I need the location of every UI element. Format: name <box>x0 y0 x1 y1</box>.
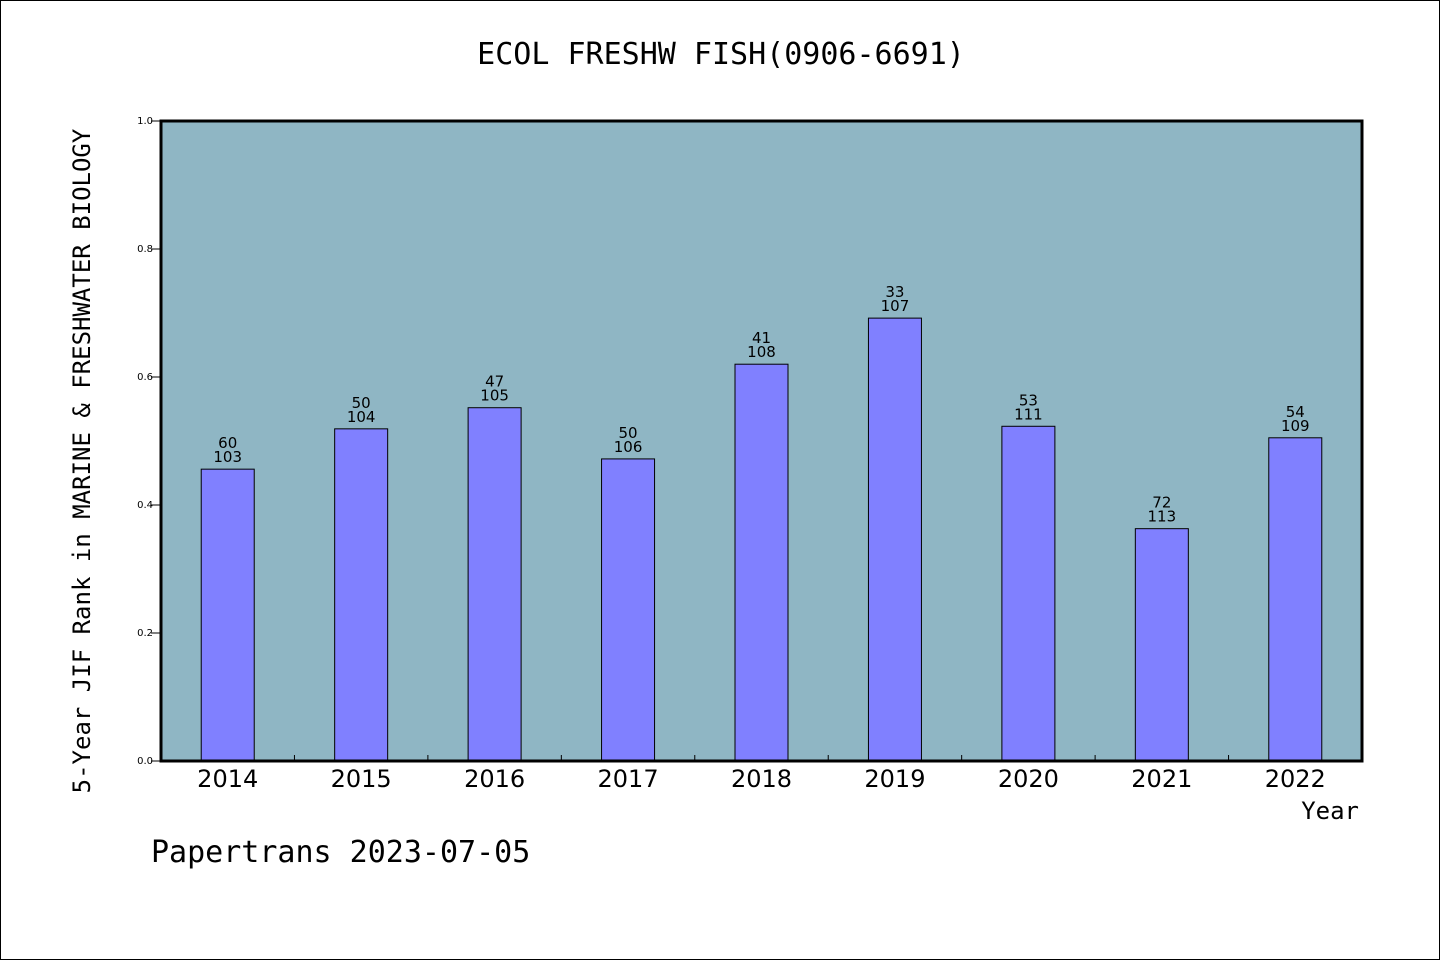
y-tick-label: 0.4 <box>137 500 153 511</box>
footer-credit: Papertrans 2023-07-05 <box>151 835 531 870</box>
bar-rank-label: 53 <box>1019 391 1038 409</box>
y-tick-label: 0.2 <box>137 628 153 639</box>
y-tick-label: 0.6 <box>137 372 153 383</box>
bar-total-label: 108 <box>747 343 776 361</box>
bar-rank-label: 50 <box>619 424 638 442</box>
bar <box>1001 425 1056 762</box>
bar-total-label: 111 <box>1014 405 1043 423</box>
bar <box>467 407 522 762</box>
y-tick-label: 1.0 <box>137 116 153 127</box>
bar-rank-label: 47 <box>485 373 504 391</box>
bar <box>334 428 389 762</box>
x-tick-label: 2022 <box>1265 765 1326 793</box>
x-tick-label: 2016 <box>464 765 525 793</box>
bar <box>1134 528 1189 762</box>
bar-total-label: 105 <box>480 387 509 405</box>
bar-rank-label: 41 <box>752 329 771 347</box>
bar <box>867 317 922 762</box>
bar-rank-label: 72 <box>1152 494 1171 512</box>
bar-total-label: 104 <box>347 408 376 426</box>
bar-rank-label: 50 <box>352 394 371 412</box>
bar-rank-label: 54 <box>1286 403 1305 421</box>
x-tick-label: 2021 <box>1131 765 1192 793</box>
bar <box>1268 437 1323 762</box>
bar <box>734 363 789 762</box>
chart-title: ECOL FRESHW FISH(0906-6691) <box>477 37 965 72</box>
bar-total-label: 106 <box>614 438 643 456</box>
bar-total-label: 107 <box>881 297 910 315</box>
bar <box>601 458 656 762</box>
x-tick-label: 2014 <box>197 765 258 793</box>
bar-rank-label: 60 <box>218 434 237 452</box>
plot-frame <box>159 119 1364 763</box>
bar-rank-label: 33 <box>885 283 904 301</box>
bar-total-label: 113 <box>1148 508 1177 526</box>
bar <box>200 468 255 762</box>
bar-total-label: 109 <box>1281 417 1310 435</box>
y-tick-label: 0.0 <box>137 756 153 767</box>
x-tick-label: 2017 <box>598 765 659 793</box>
x-tick-label: 2020 <box>998 765 1059 793</box>
x-tick-label: 2018 <box>731 765 792 793</box>
x-tick-label: 2015 <box>331 765 392 793</box>
y-tick-label: 0.8 <box>137 244 153 255</box>
x-axis-label: Year <box>1301 797 1359 825</box>
bar-total-label: 103 <box>213 448 242 466</box>
x-tick-label: 2019 <box>864 765 925 793</box>
